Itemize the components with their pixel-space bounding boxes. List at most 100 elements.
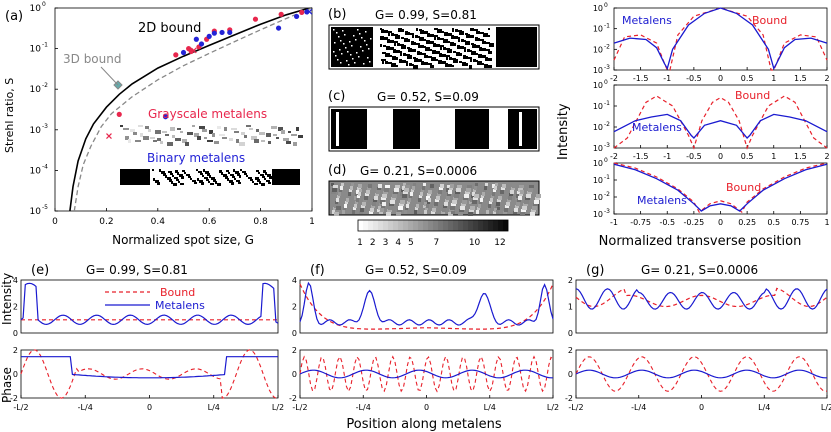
pattern-pixel	[444, 32, 448, 36]
pattern-pixel	[332, 210, 335, 214]
ytick-exp-right: -2	[604, 43, 610, 50]
inset-pixel	[244, 173, 247, 175]
pattern-pixel	[366, 44, 368, 46]
pattern-pixel	[487, 207, 490, 210]
data-point	[173, 52, 179, 58]
inset-pixel	[288, 131, 291, 133]
pattern-pixel	[468, 50, 472, 52]
inset-pixel	[157, 182, 160, 185]
pattern-pixel	[437, 193, 441, 196]
colorbar-tick-label: 1	[357, 238, 363, 248]
pattern-pixel	[487, 65, 492, 68]
pattern-pixel	[342, 30, 344, 32]
pattern-pixel	[517, 191, 522, 194]
pattern-pixel	[403, 61, 408, 63]
pattern-pixel	[449, 65, 454, 67]
xtick-label-bottom: 0	[147, 403, 152, 412]
pattern-pixel	[362, 202, 366, 206]
pattern-pixel	[342, 210, 345, 214]
pattern-pixel	[485, 183, 488, 186]
pattern-pixel	[353, 207, 356, 210]
pattern-pixel	[507, 199, 511, 202]
pattern-pixel	[339, 49, 341, 51]
inset-pixel	[267, 174, 271, 177]
pattern-pixel	[518, 196, 522, 200]
inset-pixel	[143, 136, 149, 140]
pattern-pixel	[380, 44, 382, 47]
ytick-label-a: 10	[30, 207, 42, 217]
pattern-pixel	[416, 204, 419, 208]
inset-pixel	[262, 176, 265, 178]
inset-pixel	[230, 174, 234, 176]
data-point	[252, 16, 259, 22]
inset-pixel	[259, 132, 265, 135]
inset-pixel	[192, 180, 196, 182]
pattern-pixel	[521, 209, 526, 212]
pattern-pixel	[415, 207, 418, 210]
pattern-pixel	[400, 192, 403, 196]
ylabel-a: Strehl ratio, S	[3, 78, 16, 153]
pattern-pixel	[409, 33, 414, 35]
label-bound: Bound	[735, 89, 770, 102]
pattern-pixel	[424, 62, 428, 65]
inset-pixel	[161, 171, 165, 174]
inset-pixel	[256, 170, 259, 172]
pattern-pixel	[351, 183, 354, 186]
pattern-pixel	[388, 32, 390, 36]
inset-block	[272, 169, 300, 185]
pattern-pixel	[519, 193, 523, 196]
xlabel-bottom: Position along metalens	[346, 417, 501, 432]
pattern-pixel	[504, 208, 508, 212]
pattern-pixel	[524, 200, 529, 204]
inset-pixel	[206, 179, 209, 181]
inset-pixel	[258, 172, 260, 174]
inset-pixel	[223, 174, 227, 177]
inset-pixel	[160, 141, 163, 144]
plot-frame-right	[613, 84, 828, 149]
metalens-curve	[613, 7, 828, 71]
inset-pixel	[240, 169, 242, 171]
pattern-pixel	[447, 185, 452, 188]
pattern-pixel	[466, 188, 471, 192]
pattern-pixel	[369, 61, 371, 63]
inset-pixel	[266, 180, 270, 182]
inset-pixel	[268, 141, 271, 144]
inset-pixel	[197, 136, 201, 140]
inset-pixel	[217, 126, 221, 129]
xtick-label-right: -0.5	[659, 218, 675, 227]
pattern-pixel	[336, 32, 338, 34]
pattern-pixel	[520, 212, 525, 216]
bound-phase-curve	[575, 356, 828, 392]
pattern-pixel	[412, 34, 414, 38]
pattern-pixel	[423, 31, 428, 34]
colorbar-tick-label: 10	[469, 238, 481, 248]
ytick-label-phase: 0	[292, 370, 297, 379]
inset-pixel	[179, 174, 183, 177]
pattern-pixel	[368, 184, 372, 188]
inset-pixel	[227, 178, 229, 181]
pattern-pixel	[352, 58, 354, 60]
pattern-pixel	[348, 192, 351, 196]
pattern-pixel	[425, 47, 430, 51]
pattern-pixel	[434, 28, 438, 30]
pattern-pixel	[488, 28, 490, 30]
inset-pixel	[255, 177, 259, 180]
ytick-label-phase: 0	[13, 370, 18, 379]
pattern-pixel	[384, 188, 389, 192]
inset-pixel	[229, 138, 233, 141]
inset-pixel	[286, 141, 291, 144]
pattern-pixel	[444, 202, 448, 206]
pattern-pixel	[412, 186, 415, 190]
inset-pixel	[276, 137, 279, 139]
pattern-pixel	[346, 60, 348, 62]
pattern-pixel	[417, 59, 422, 62]
colorbar-swatch	[368, 220, 374, 231]
panel-label-bottom: (e)	[31, 263, 49, 278]
ytick-label-intensity: 0	[292, 329, 297, 338]
panel-title-bottom: G= 0.99, S=0.81	[86, 263, 188, 277]
pattern-pixel	[469, 35, 474, 38]
colorbar-swatch	[473, 220, 479, 231]
pattern-pixel	[522, 206, 527, 210]
pattern-pixel	[359, 189, 362, 192]
pattern-pixel	[496, 210, 499, 214]
